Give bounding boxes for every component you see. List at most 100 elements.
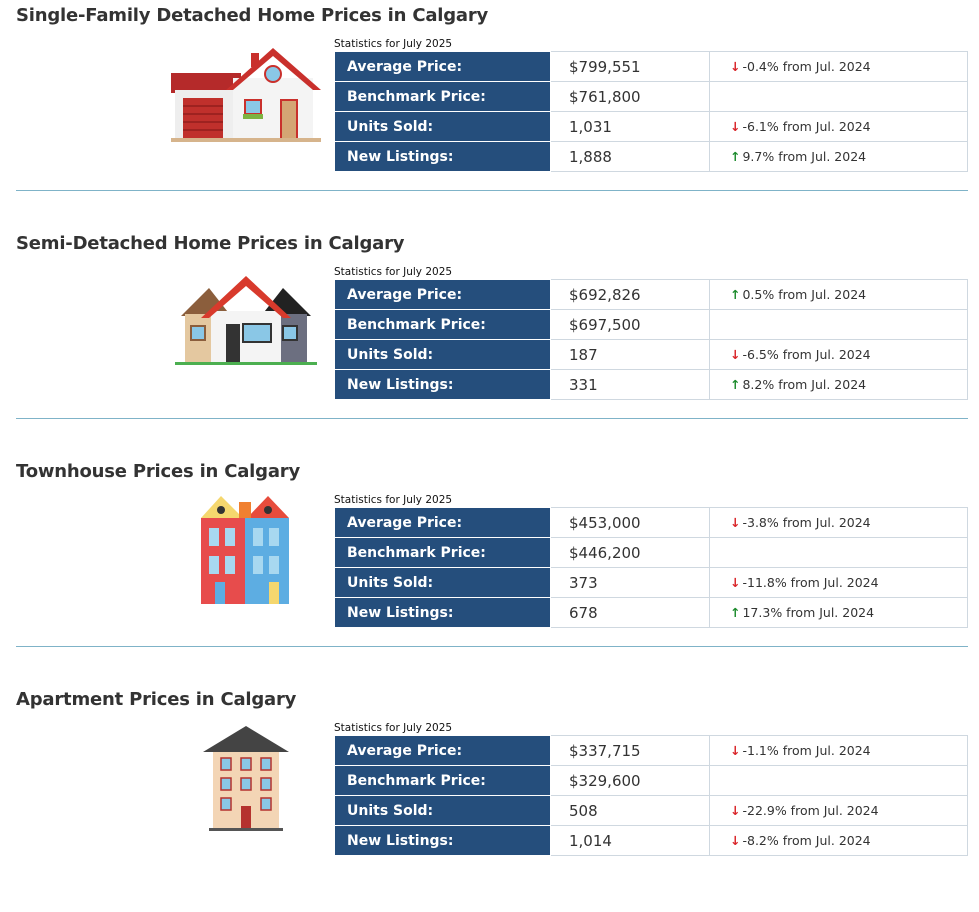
change-text: -1.1% from Jul. 2024: [742, 743, 871, 758]
stat-label: Benchmark Price:: [334, 81, 551, 112]
divider: [16, 646, 968, 647]
section-apartment-building: Apartment Prices in Calgary Statistics fo…: [16, 684, 968, 912]
arrow-down-icon: ↓: [730, 575, 741, 590]
stat-value: 331: [550, 369, 710, 400]
stat-value: 373: [550, 567, 710, 598]
change-text: -0.4% from Jul. 2024: [742, 59, 871, 74]
arrow-down-icon: ↓: [730, 833, 741, 848]
table-row: Units Sold: 373 ↓ -11.8% from Jul. 2024: [334, 567, 968, 598]
arrow-up-icon: ↑: [730, 605, 741, 620]
arrow-up-icon: ↑: [730, 377, 741, 392]
stat-value: $692,826: [550, 279, 710, 310]
change-text: -11.8% from Jul. 2024: [742, 575, 879, 590]
icon-container: [171, 494, 321, 604]
table-row: Average Price: $799,551 ↓ -0.4% from Jul. 2…: [334, 51, 968, 82]
table-row: New Listings: 1,014 ↓ -8.2% from Jul. 2024: [334, 825, 968, 856]
icon-container: [171, 266, 321, 376]
change-text: 8.2% from Jul. 2024: [742, 377, 867, 392]
stat-change: ↓ -8.2% from Jul. 2024: [709, 825, 968, 856]
table-row: Units Sold: 508 ↓ -22.9% from Jul. 2024: [334, 795, 968, 826]
stat-change: ↓ -0.4% from Jul. 2024: [709, 51, 968, 82]
stat-label: Average Price:: [334, 507, 551, 538]
arrow-down-icon: ↓: [730, 743, 741, 758]
stat-label: New Listings:: [334, 369, 551, 400]
stat-label: Average Price:: [334, 735, 551, 766]
table-row: Benchmark Price: $446,200: [334, 537, 968, 568]
section-title: Townhouse Prices in Calgary: [16, 461, 300, 482]
section-title: Apartment Prices in Calgary: [16, 689, 297, 710]
detached-house-icon: [171, 48, 321, 142]
stat-value: 1,888: [550, 141, 710, 172]
stat-value: 1,014: [550, 825, 710, 856]
table-row: New Listings: 1,888 ↑ 9.7% from Jul. 2024: [334, 141, 968, 172]
stat-change: [709, 765, 968, 796]
stat-change: ↑ 9.7% from Jul. 2024: [709, 141, 968, 172]
stat-label: Units Sold:: [334, 339, 551, 370]
stat-value: 187: [550, 339, 710, 370]
section-townhouse: Townhouse Prices in Calgary Statistics fo…: [16, 456, 968, 684]
stat-value: $337,715: [550, 735, 710, 766]
townhouse-icon: [201, 496, 289, 604]
stat-change: ↑ 8.2% from Jul. 2024: [709, 369, 968, 400]
table-row: Average Price: $337,715 ↓ -1.1% from Jul. 2…: [334, 735, 968, 766]
change-text: -6.5% from Jul. 2024: [742, 347, 871, 362]
stat-label: Average Price:: [334, 279, 551, 310]
arrow-down-icon: ↓: [730, 119, 741, 134]
change-text: -3.8% from Jul. 2024: [742, 515, 871, 530]
stat-value: $453,000: [550, 507, 710, 538]
section-detached-house: Single-Family Detached Home Prices in Ca…: [16, 0, 968, 228]
stats-table: Statistics for July 2025 Average Price: $4…: [334, 493, 968, 628]
stat-value: $446,200: [550, 537, 710, 568]
stats-caption: Statistics for July 2025: [334, 266, 453, 278]
stat-label: Units Sold:: [334, 111, 551, 142]
stat-value: 1,031: [550, 111, 710, 142]
stat-value: $761,800: [550, 81, 710, 112]
table-row: Benchmark Price: $697,500: [334, 309, 968, 340]
stat-label: Benchmark Price:: [334, 765, 551, 796]
stats-table: Statistics for July 2025 Average Price: $7…: [334, 37, 968, 172]
arrow-up-icon: ↑: [730, 149, 741, 164]
section-title: Single-Family Detached Home Prices in Ca…: [16, 5, 489, 26]
stat-label: New Listings:: [334, 825, 551, 856]
stat-change: [709, 309, 968, 340]
stats-caption: Statistics for July 2025: [334, 494, 453, 506]
stat-label: New Listings:: [334, 141, 551, 172]
change-text: 17.3% from Jul. 2024: [742, 605, 875, 620]
semi-detached-house-icon: [175, 276, 317, 365]
change-text: 0.5% from Jul. 2024: [742, 287, 867, 302]
table-row: Units Sold: 187 ↓ -6.5% from Jul. 2024: [334, 339, 968, 370]
stat-value: $697,500: [550, 309, 710, 340]
stats-caption: Statistics for July 2025: [334, 722, 453, 734]
stat-change: ↑ 17.3% from Jul. 2024: [709, 597, 968, 628]
stat-change: ↓ -22.9% from Jul. 2024: [709, 795, 968, 826]
table-row: Benchmark Price: $761,800: [334, 81, 968, 112]
stat-change: ↓ -11.8% from Jul. 2024: [709, 567, 968, 598]
stat-label: New Listings:: [334, 597, 551, 628]
stat-label: Benchmark Price:: [334, 309, 551, 340]
divider: [16, 190, 968, 191]
table-row: Benchmark Price: $329,600: [334, 765, 968, 796]
table-row: Average Price: $453,000 ↓ -3.8% from Jul. 2…: [334, 507, 968, 538]
apartment-building-icon: [203, 726, 289, 831]
stat-change: ↓ -1.1% from Jul. 2024: [709, 735, 968, 766]
stat-change: ↑ 0.5% from Jul. 2024: [709, 279, 968, 310]
arrow-down-icon: ↓: [730, 347, 741, 362]
change-text: -8.2% from Jul. 2024: [742, 833, 871, 848]
section-title: Semi-Detached Home Prices in Calgary: [16, 233, 405, 254]
icon-container: [171, 722, 321, 832]
table-row: New Listings: 678 ↑ 17.3% from Jul. 2024: [334, 597, 968, 628]
arrow-up-icon: ↑: [730, 287, 741, 302]
arrow-down-icon: ↓: [730, 803, 741, 818]
table-row: New Listings: 331 ↑ 8.2% from Jul. 2024: [334, 369, 968, 400]
stat-label: Units Sold:: [334, 567, 551, 598]
stat-value: $799,551: [550, 51, 710, 82]
stat-change: ↓ -6.5% from Jul. 2024: [709, 339, 968, 370]
stat-change: ↓ -6.1% from Jul. 2024: [709, 111, 968, 142]
stat-label: Average Price:: [334, 51, 551, 82]
stats-caption: Statistics for July 2025: [334, 38, 453, 50]
stat-value: 678: [550, 597, 710, 628]
change-text: -22.9% from Jul. 2024: [742, 803, 879, 818]
stats-table: Statistics for July 2025 Average Price: $3…: [334, 721, 968, 856]
stat-label: Units Sold:: [334, 795, 551, 826]
stat-change: ↓ -3.8% from Jul. 2024: [709, 507, 968, 538]
